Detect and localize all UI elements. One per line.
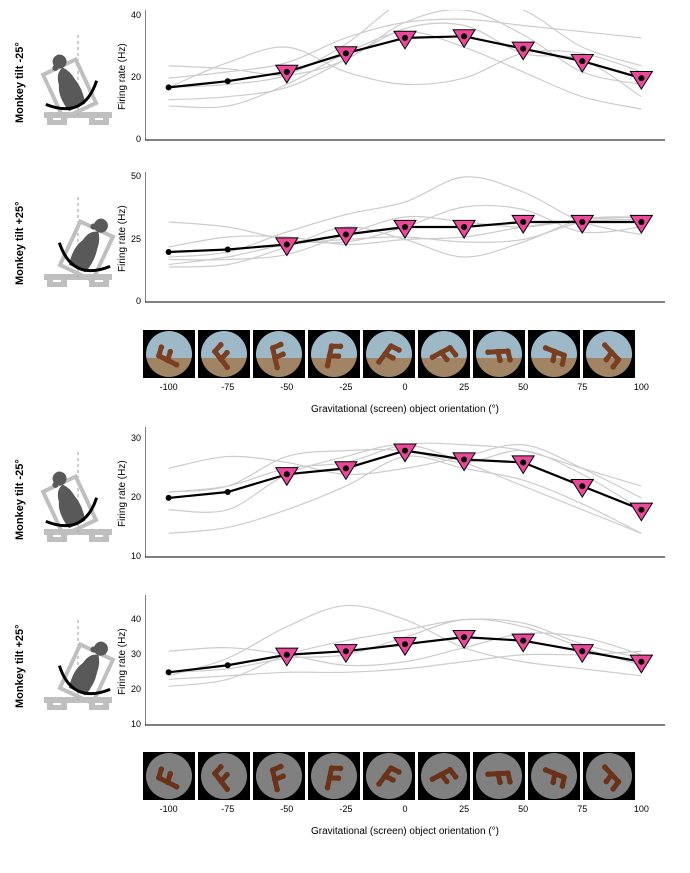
xtick-label: -25	[331, 804, 361, 814]
xtick-label: -75	[213, 382, 243, 392]
y-axis-label: Firing rate (Hz)	[117, 460, 128, 527]
chart-panel: 102030Firing rate (Hz)Monkey tilt -25°	[0, 427, 690, 587]
xtick-label: -50	[272, 804, 302, 814]
chart-panel: 02040Firing rate (Hz)Monkey tilt -25°	[0, 10, 690, 170]
monkey-tilt-icon	[38, 620, 118, 710]
stimulus-thumbnail	[473, 752, 525, 800]
xtick-label: 0	[390, 382, 420, 392]
stimulus-thumbnail	[583, 752, 635, 800]
stimulus-thumbnail	[418, 752, 470, 800]
xtick-label: 0	[390, 804, 420, 814]
stimulus-thumbnail	[253, 752, 305, 800]
stimulus-thumbnail	[253, 330, 305, 378]
stimulus-thumbnail	[308, 752, 360, 800]
x-axis-label: Gravitational (screen) object orientatio…	[285, 404, 525, 415]
monkey-tilt-label: Monkey tilt -25°	[14, 42, 26, 123]
ytick-label: 0	[123, 134, 141, 144]
xtick-label: -50	[272, 382, 302, 392]
stimulus-thumbnail	[198, 752, 250, 800]
stimulus-thumbnail	[143, 330, 195, 378]
xtick-label: 25	[449, 382, 479, 392]
y-axis-label: Firing rate (Hz)	[117, 205, 128, 272]
stimulus-thumbnail	[308, 330, 360, 378]
stimulus-thumbnail-row	[143, 752, 635, 800]
chart-svg	[145, 10, 690, 160]
chart-svg	[145, 172, 690, 322]
ytick-label: 30	[123, 433, 141, 443]
stimulus-thumbnail	[363, 752, 415, 800]
monkey-tilt-icon	[38, 197, 118, 287]
xtick-label: 100	[626, 382, 656, 392]
monkey-tilt-label: Monkey tilt -25°	[14, 459, 26, 540]
xtick-label: 75	[567, 382, 597, 392]
xtick-label: 50	[508, 382, 538, 392]
ytick-label: 10	[123, 551, 141, 561]
ytick-label: 0	[123, 296, 141, 306]
stimulus-thumbnail	[528, 330, 580, 378]
stimulus-thumbnail-row	[143, 330, 635, 378]
ytick-label: 10	[123, 719, 141, 729]
chart-panel: 10203040Firing rate (Hz)Monkey tilt +25°	[0, 595, 690, 755]
ytick-label: 40	[123, 614, 141, 624]
y-axis-label: Firing rate (Hz)	[117, 628, 128, 695]
stimulus-thumbnail	[583, 330, 635, 378]
y-axis-label: Firing rate (Hz)	[117, 43, 128, 110]
stimulus-thumbnail	[143, 752, 195, 800]
xtick-label: 25	[449, 804, 479, 814]
ytick-label: 40	[123, 10, 141, 20]
xtick-label: -25	[331, 382, 361, 392]
monkey-tilt-label: Monkey tilt +25°	[14, 624, 26, 708]
x-axis-label: Gravitational (screen) object orientatio…	[285, 826, 525, 837]
chart-svg	[145, 427, 690, 577]
monkey-tilt-icon	[38, 35, 118, 125]
xtick-label: -100	[154, 382, 184, 392]
ytick-label: 50	[123, 171, 141, 181]
stimulus-thumbnail	[528, 752, 580, 800]
stimulus-thumbnail	[198, 330, 250, 378]
chart-panel: 02550Firing rate (Hz)Monkey tilt +25°	[0, 172, 690, 332]
chart-svg	[145, 595, 690, 745]
xtick-label: -100	[154, 804, 184, 814]
stimulus-thumbnail	[363, 330, 415, 378]
stimulus-thumbnail	[473, 330, 525, 378]
monkey-tilt-label: Monkey tilt +25°	[14, 201, 26, 285]
xtick-label: 100	[626, 804, 656, 814]
monkey-tilt-icon	[38, 452, 118, 542]
stimulus-thumbnail	[418, 330, 470, 378]
xtick-label: 75	[567, 804, 597, 814]
xtick-label: -75	[213, 804, 243, 814]
xtick-label: 50	[508, 804, 538, 814]
